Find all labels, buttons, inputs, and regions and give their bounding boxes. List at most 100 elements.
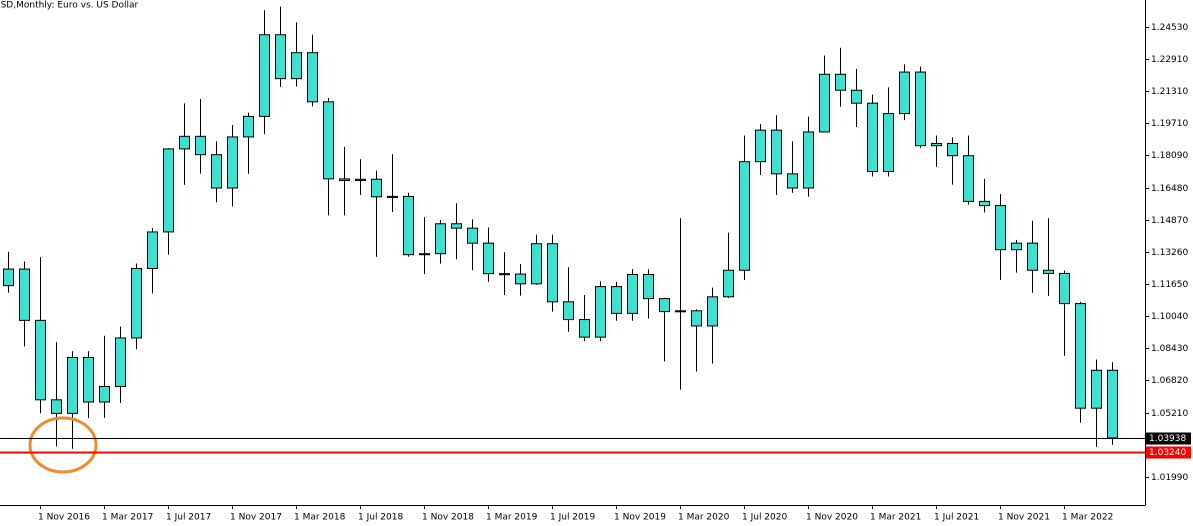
x-tick-label: 1 Mar 2019 xyxy=(486,513,538,523)
candle-body xyxy=(19,268,30,321)
candle-body xyxy=(403,195,414,256)
candle-body xyxy=(435,223,446,255)
candle-body xyxy=(611,286,622,314)
candle-body xyxy=(99,385,110,403)
candle-body xyxy=(227,136,238,189)
x-tick-label: 1 Nov 2019 xyxy=(614,513,666,523)
highlight-circle xyxy=(28,416,98,474)
candle-body xyxy=(643,273,654,300)
candle-body xyxy=(499,273,510,276)
y-tick-label: 1.18090 xyxy=(1151,151,1188,161)
candle-body xyxy=(339,178,350,181)
x-tick-label: 1 Jul 2020 xyxy=(742,513,787,523)
candle-body xyxy=(771,129,782,175)
x-tick-label: 1 Jul 2019 xyxy=(550,513,595,523)
candle-body xyxy=(963,155,974,202)
candle-body xyxy=(899,71,910,115)
candle-body xyxy=(1075,303,1086,409)
x-tick-label: 1 Mar 2018 xyxy=(294,513,346,523)
candle-body xyxy=(803,131,814,189)
candle-body xyxy=(979,200,990,207)
candle-body xyxy=(1107,369,1118,439)
candle-body xyxy=(675,310,686,313)
candle-body xyxy=(195,135,206,156)
candle-body xyxy=(163,148,174,233)
candle-body xyxy=(931,143,942,147)
y-tick-label: 1.13260 xyxy=(1151,248,1188,258)
candle-body xyxy=(659,298,670,313)
candle-body xyxy=(275,34,286,80)
candle-body xyxy=(707,296,718,327)
price-label: 1.03240 xyxy=(1149,448,1186,458)
y-tick-label: 1.16480 xyxy=(1151,184,1188,194)
y-tick-label: 1.22910 xyxy=(1151,55,1188,65)
candle-body xyxy=(691,310,702,327)
candle-body xyxy=(563,301,574,321)
candle-body xyxy=(867,102,878,172)
candle-body xyxy=(259,34,270,117)
candle-body xyxy=(419,253,430,256)
candle-body xyxy=(819,73,830,133)
candle-body xyxy=(579,319,590,338)
candle-body xyxy=(323,101,334,180)
candle-body xyxy=(595,286,606,338)
candle-body xyxy=(387,195,398,198)
candle-body xyxy=(211,154,222,189)
candle-body xyxy=(547,243,558,303)
y-tick-label: 1.11650 xyxy=(1151,280,1188,290)
candle-body xyxy=(627,273,638,314)
y-tick-label: 1.01990 xyxy=(1151,473,1188,483)
candle-body xyxy=(915,71,926,147)
candle-body xyxy=(243,115,254,138)
candle-body xyxy=(1027,242,1038,271)
x-tick-label: 1 Nov 2021 xyxy=(998,513,1050,523)
x-tick-label: 1 Nov 2020 xyxy=(806,513,858,523)
y-tick-label: 1.21310 xyxy=(1151,87,1188,97)
x-tick-label: 1 Nov 2016 xyxy=(38,513,90,523)
candle-body xyxy=(787,173,798,189)
y-tick-label: 1.14870 xyxy=(1151,216,1188,226)
candle-body xyxy=(451,223,462,229)
price-label-box xyxy=(1146,432,1191,445)
candle-body xyxy=(3,268,14,287)
chart-title: USD,Monthly: Euro vs. US Dollar xyxy=(0,1,138,11)
x-tick-label: 1 Jul 2017 xyxy=(166,513,211,523)
candle-body xyxy=(467,227,478,244)
candle-body xyxy=(483,242,494,275)
candle-body xyxy=(531,243,542,285)
y-tick-label: 1.24530 xyxy=(1151,23,1188,33)
candle-body xyxy=(147,231,158,269)
plot xyxy=(3,6,1118,449)
y-tick-label: 1.19710 xyxy=(1151,119,1188,129)
candle-body xyxy=(35,319,46,401)
candle-body xyxy=(947,143,958,157)
x-tick-label: 1 Nov 2017 xyxy=(230,513,282,523)
candle-body xyxy=(179,135,190,150)
candle-body xyxy=(307,52,318,103)
price-label-box xyxy=(1146,446,1191,459)
candle-body xyxy=(67,356,78,414)
candle-body xyxy=(355,178,366,181)
candle-body xyxy=(83,356,94,403)
x-tick-label: 1 Mar 2022 xyxy=(1062,513,1113,523)
candle-body xyxy=(723,269,734,298)
candle-body xyxy=(835,73,846,91)
candle-body xyxy=(755,129,766,163)
y-tick-label: 1.06820 xyxy=(1151,376,1188,386)
x-tick-label: 1 Nov 2018 xyxy=(422,513,474,523)
price-label: 1.03938 xyxy=(1149,434,1186,444)
x-tick-label: 1 Mar 2021 xyxy=(870,513,921,523)
x-tick-label: 1 Jul 2018 xyxy=(358,513,403,523)
candle-body xyxy=(995,205,1006,251)
x-tick-label: 1 Jul 2021 xyxy=(934,513,979,523)
x-tick-label: 1 Mar 2020 xyxy=(678,513,730,523)
candle-body xyxy=(515,273,526,285)
y-tick-label: 1.10040 xyxy=(1151,312,1188,322)
candle-body xyxy=(851,89,862,104)
candle-body xyxy=(1091,369,1102,409)
x-tick-label: 1 Mar 2017 xyxy=(102,513,153,523)
candle-body xyxy=(115,337,126,387)
candle-body xyxy=(1059,272,1070,305)
